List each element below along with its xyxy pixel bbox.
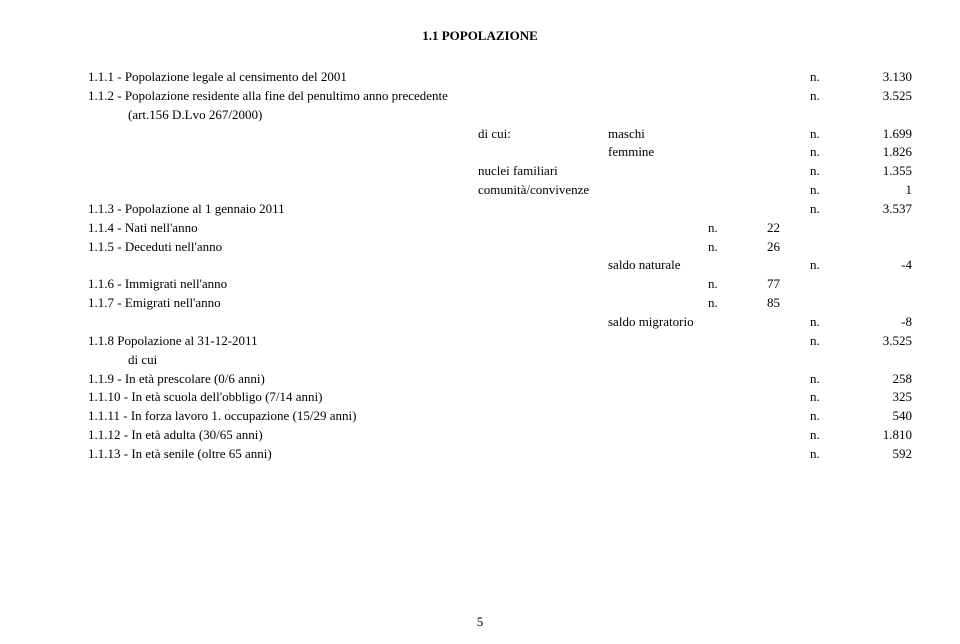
n-col2: n. [810, 125, 832, 144]
n-col2: n. [810, 87, 832, 106]
line-7: 1.1.3 - Popolazione al 1 gennaio 2011 n.… [48, 200, 912, 219]
line-6: comunità/convivenze n. 1 [48, 181, 912, 200]
line-3: di cui: maschi n. 1.699 [48, 125, 912, 144]
line-17: 1.1.10 - In età scuola dell'obbligo (7/1… [48, 388, 912, 407]
n-col1: n. [708, 275, 730, 294]
n-col1 [708, 87, 730, 106]
label: 1.1.12 - In età adulta (30/65 anni) [48, 426, 468, 445]
val2: 1.355 [832, 162, 912, 181]
val2: 540 [832, 407, 912, 426]
line-1: 1.1.1 - Popolazione legale al censimento… [48, 68, 912, 87]
n-col1: n. [708, 294, 730, 313]
line-20: 1.1.13 - In età senile (oltre 65 anni) n… [48, 445, 912, 464]
val2: 1.810 [832, 426, 912, 445]
val2: 1.826 [832, 143, 912, 162]
n-col2: n. [810, 200, 832, 219]
line-5: nuclei familiari n. 1.355 [48, 162, 912, 181]
n-col1 [708, 68, 730, 87]
line-4: femmine n. 1.826 [48, 143, 912, 162]
label: 1.1.9 - In età prescolare (0/6 anni) [48, 370, 468, 389]
mid2: saldo migratorio [608, 313, 708, 332]
mid2: maschi [608, 125, 708, 144]
section-title: 1.1 POPOLAZIONE [48, 28, 912, 44]
line-9: 1.1.5 - Deceduti nell'anno n. 26 [48, 238, 912, 257]
n-col1: n. [708, 219, 730, 238]
label: di cui [48, 351, 468, 370]
line-8: 1.1.4 - Nati nell'anno n. 22 [48, 219, 912, 238]
val2: 3.130 [832, 68, 912, 87]
mid2 [608, 87, 708, 106]
n-col2: n. [810, 162, 832, 181]
n-col2: n. [810, 426, 832, 445]
label: (art.156 D.Lvo 267/2000) [48, 106, 468, 125]
val2: 3.537 [832, 200, 912, 219]
label: 1.1.11 - In forza lavoro 1. occupazione … [48, 407, 468, 426]
val2: 1 [832, 181, 912, 200]
line-2b: (art.156 D.Lvo 267/2000) [48, 106, 912, 125]
mid [468, 68, 608, 87]
mid: nuclei familiari [468, 162, 608, 181]
mid: di cui: [468, 125, 608, 144]
val1: 77 [730, 275, 810, 294]
val2: 258 [832, 370, 912, 389]
val1: 26 [730, 238, 810, 257]
n-col2: n. [810, 256, 832, 275]
line-12: 1.1.7 - Emigrati nell'anno n. 85 [48, 294, 912, 313]
mid2 [608, 68, 708, 87]
val2: 3.525 [832, 87, 912, 106]
n-col2: n. [810, 68, 832, 87]
line-19: 1.1.12 - In età adulta (30/65 anni) n. 1… [48, 426, 912, 445]
mid [468, 87, 608, 106]
label: 1.1.8 Popolazione al 31-12-2011 [48, 332, 468, 351]
label: 1.1.10 - In età scuola dell'obbligo (7/1… [48, 388, 468, 407]
line-15: di cui [48, 351, 912, 370]
val2: -8 [832, 313, 912, 332]
line-10: saldo naturale n. -4 [48, 256, 912, 275]
label: 1.1.1 - Popolazione legale al censimento… [48, 68, 468, 87]
val2: 1.699 [832, 125, 912, 144]
label: 1.1.3 - Popolazione al 1 gennaio 2011 [48, 200, 468, 219]
val1 [730, 87, 810, 106]
n-col2: n. [810, 332, 832, 351]
mid2: saldo naturale [608, 256, 708, 275]
n-col2: n. [810, 313, 832, 332]
val2: 325 [832, 388, 912, 407]
line-18: 1.1.11 - In forza lavoro 1. occupazione … [48, 407, 912, 426]
n-col2: n. [810, 370, 832, 389]
label: 1.1.2 - Popolazione residente alla fine … [48, 87, 468, 106]
val2: -4 [832, 256, 912, 275]
val1 [730, 68, 810, 87]
mid2: femmine [608, 143, 708, 162]
label: 1.1.6 - Immigrati nell'anno [48, 275, 468, 294]
line-16: 1.1.9 - In età prescolare (0/6 anni) n. … [48, 370, 912, 389]
val2: 3.525 [832, 332, 912, 351]
label: 1.1.13 - In età senile (oltre 65 anni) [48, 445, 468, 464]
line-11: 1.1.6 - Immigrati nell'anno n. 77 [48, 275, 912, 294]
label: 1.1.5 - Deceduti nell'anno [48, 238, 468, 257]
page-number: 5 [0, 614, 960, 630]
label: 1.1.4 - Nati nell'anno [48, 219, 468, 238]
n-col2: n. [810, 143, 832, 162]
line-14: 1.1.8 Popolazione al 31-12-2011 n. 3.525 [48, 332, 912, 351]
val1: 85 [730, 294, 810, 313]
n-col2: n. [810, 407, 832, 426]
mid: comunità/convivenze [468, 181, 608, 200]
line-2: 1.1.2 - Popolazione residente alla fine … [48, 87, 912, 106]
n-col2: n. [810, 445, 832, 464]
n-col2: n. [810, 181, 832, 200]
line-13: saldo migratorio n. -8 [48, 313, 912, 332]
val1: 22 [730, 219, 810, 238]
val2: 592 [832, 445, 912, 464]
n-col1: n. [708, 238, 730, 257]
label [48, 125, 468, 144]
n-col2: n. [810, 388, 832, 407]
label: 1.1.7 - Emigrati nell'anno [48, 294, 468, 313]
